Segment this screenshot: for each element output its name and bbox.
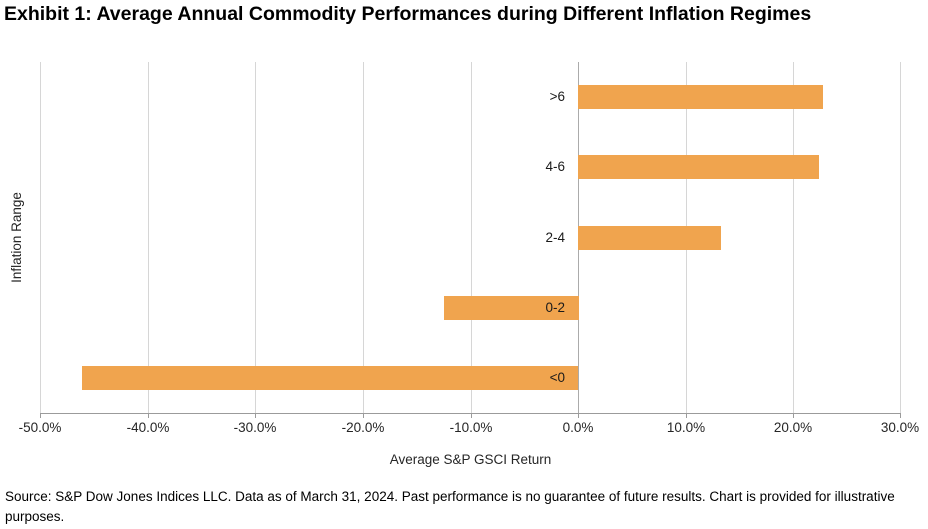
x-tick-label: -20.0% xyxy=(341,420,385,435)
source-note: Source: S&P Dow Jones Indices LLC. Data … xyxy=(5,489,895,524)
x-axis-tickmark xyxy=(578,413,579,418)
bar xyxy=(82,366,578,390)
plot-area: -50.0% -40.0% -30.0% -20.0% -10.0% 0.0% 10.0% 2… xyxy=(19,62,919,435)
x-tick-label: 20.0% xyxy=(773,420,813,435)
x-tick-label: -10.0% xyxy=(449,420,493,435)
x-axis-tickmark xyxy=(686,413,687,418)
bar xyxy=(444,296,579,320)
gridline xyxy=(471,62,472,413)
x-axis-tickmark xyxy=(363,413,364,418)
bar xyxy=(578,155,819,179)
x-axis-tickmark xyxy=(793,413,794,418)
category-label: 4-6 xyxy=(545,159,565,174)
x-tick-label: 30.0% xyxy=(880,420,920,435)
category-label: 2-4 xyxy=(545,230,565,245)
x-axis-tickmark xyxy=(148,413,149,418)
x-tick-label: -40.0% xyxy=(126,420,170,435)
gridline xyxy=(148,62,149,413)
x-axis-tickmark xyxy=(900,413,901,418)
x-tick-label: -50.0% xyxy=(18,420,62,435)
x-axis-tickmark xyxy=(40,413,41,418)
x-axis-tickmark xyxy=(255,413,256,418)
gridline xyxy=(255,62,256,413)
gridline xyxy=(900,62,901,413)
gridline xyxy=(40,62,41,413)
gridline xyxy=(363,62,364,413)
bar xyxy=(578,85,823,109)
y-axis-title: Inflation Range xyxy=(9,192,24,283)
category-label: <0 xyxy=(549,370,565,385)
x-axis-title: Average S&P GSCI Return xyxy=(389,452,552,467)
category-label: 0-2 xyxy=(545,300,565,315)
category-label: >6 xyxy=(549,89,565,104)
bar xyxy=(578,226,721,250)
x-tick-label: -30.0% xyxy=(233,420,277,435)
x-tick-label: 0.0% xyxy=(562,420,594,435)
gridline xyxy=(793,62,794,413)
chart-title: Exhibit 1: Average Annual Commodity Perf… xyxy=(4,3,812,25)
x-tick-label: 10.0% xyxy=(666,420,706,435)
x-axis-tickmark xyxy=(471,413,472,418)
